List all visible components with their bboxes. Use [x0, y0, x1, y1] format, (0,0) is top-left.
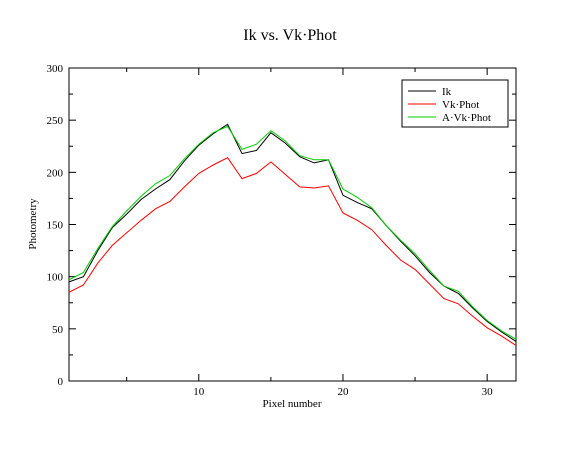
y-tick-label: 300	[47, 63, 64, 75]
y-tick-label: 100	[47, 272, 64, 284]
axis-ticks: 0 50 100 150 200 250 300 10 20 30	[47, 63, 516, 398]
series-line-a-vk-phot	[68, 125, 517, 340]
y-tick-label: 200	[47, 167, 64, 179]
x-axis-label: Pixel number	[263, 398, 322, 410]
y-tick-label: 0	[58, 376, 64, 388]
legend-label-ik: Ik	[442, 86, 452, 98]
x-tick-label: 30	[482, 386, 494, 398]
y-tick-label: 150	[47, 220, 64, 232]
y-tick-label: 250	[47, 115, 64, 127]
series-line-vk-phot	[68, 157, 517, 346]
series-lines	[68, 123, 517, 346]
x-tick-label: 10	[193, 386, 205, 398]
chart-title: Ik vs. Vk·Phot	[243, 27, 337, 44]
y-axis-label: Photometry	[27, 198, 39, 250]
legend-label-a-vk-phot: A·Vk·Phot	[442, 112, 491, 124]
series-line-ik	[68, 123, 517, 342]
y-tick-label: 50	[52, 324, 64, 336]
x-tick-label: 20	[337, 386, 349, 398]
legend-label-vk-phot: Vk·Phot	[442, 99, 479, 111]
